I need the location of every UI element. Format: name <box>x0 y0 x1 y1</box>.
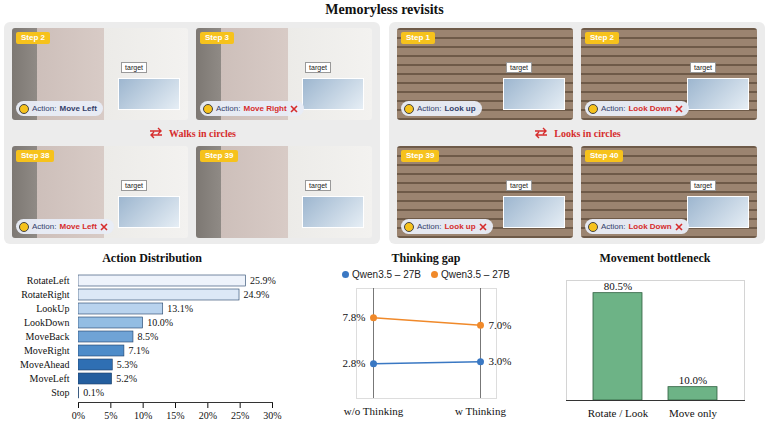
svg-text:7.0%: 7.0% <box>489 319 512 331</box>
html-text:Step 3: Step 3 <box>205 33 229 42</box>
svg-text:LookUp: LookUp <box>36 303 69 314</box>
svg-text:w/o Thinking: w/o Thinking <box>344 405 404 417</box>
svg-text:LookDown: LookDown <box>24 317 70 328</box>
html-text:Movement bottleneck: Movement bottleneck <box>599 251 711 265</box>
html-text:Step 40: Step 40 <box>590 151 619 160</box>
html-text:target: target <box>694 182 712 189</box>
svg-text:0%: 0% <box>72 410 85 421</box>
svg-text:RotateRight: RotateRight <box>21 289 70 300</box>
html-text:Qwen3.5 – 27B: Qwen3.5 – 27B <box>352 268 421 280</box>
svg-text:MoveRight: MoveRight <box>24 345 70 356</box>
svg-text:5.3%: 5.3% <box>117 359 138 370</box>
svg-text:RotateLeft: RotateLeft <box>27 275 70 286</box>
html-text:target: target <box>125 182 143 189</box>
svg-text:13.1%: 13.1% <box>167 303 193 314</box>
html-text:Step 39: Step 39 <box>205 151 234 160</box>
svg-text:30%: 30% <box>263 410 281 421</box>
html-text:Walks in circles: Walks in circles <box>169 127 236 139</box>
svg-text:MoveLeft: MoveLeft <box>30 373 70 384</box>
html-text:target: target <box>510 64 528 71</box>
html-text:Action: Move Left: Action: Move Left <box>32 222 97 231</box>
svg-text:Stop: Stop <box>51 387 69 398</box>
html-text:Looks in circles: Looks in circles <box>554 127 621 139</box>
svg-text:7.1%: 7.1% <box>128 345 149 356</box>
html-text:Action: Look Down: Action: Look Down <box>601 222 672 231</box>
svg-text:25.9%: 25.9% <box>250 275 276 286</box>
html-text:Step 39: Step 39 <box>406 151 435 160</box>
html-text:target: target <box>125 64 143 71</box>
html-text:target: target <box>309 182 327 189</box>
svg-text:w Thinking: w Thinking <box>455 405 506 417</box>
svg-text:MoveBack: MoveBack <box>26 331 70 342</box>
svg-text:2.8%: 2.8% <box>343 357 366 369</box>
svg-text:80.5%: 80.5% <box>604 280 632 292</box>
html-text:Memoryless revisits: Memoryless revisits <box>325 2 444 17</box>
html-text:Step 38: Step 38 <box>21 151 50 160</box>
svg-text:15%: 15% <box>166 410 184 421</box>
html-text:Step 2: Step 2 <box>590 33 614 42</box>
svg-text:Move only: Move only <box>669 407 717 419</box>
svg-text:25%: 25% <box>231 410 249 421</box>
svg-text:10%: 10% <box>134 410 152 421</box>
html-text:Action: Move Left: Action: Move Left <box>32 104 97 113</box>
svg-text:5.2%: 5.2% <box>116 373 137 384</box>
html-text:Action: Move Right: Action: Move Right <box>216 104 287 113</box>
html-text:target: target <box>510 182 528 189</box>
html-text:Thinking gap: Thinking gap <box>391 251 461 265</box>
svg-text:10.0%: 10.0% <box>147 317 173 328</box>
svg-text:MoveAhead: MoveAhead <box>20 359 69 370</box>
html-text:Action: Look up: Action: Look up <box>417 104 476 113</box>
html-text:Action Distribution: Action Distribution <box>102 251 202 265</box>
html-text:Action: Look Down: Action: Look Down <box>601 104 672 113</box>
svg-text:10.0%: 10.0% <box>679 374 707 386</box>
html-text:target: target <box>309 64 327 71</box>
html-text:Action: Look up: Action: Look up <box>417 222 476 231</box>
html-text:target: target <box>694 64 712 71</box>
html-text:Step 1: Step 1 <box>406 33 430 42</box>
svg-text:24.9%: 24.9% <box>244 289 270 300</box>
svg-text:8.5%: 8.5% <box>137 331 158 342</box>
svg-text:Rotate / Look: Rotate / Look <box>588 407 649 419</box>
svg-text:3.0%: 3.0% <box>489 355 512 367</box>
svg-text:0.1%: 0.1% <box>83 387 104 398</box>
html-text:Qwen3.5 – 27B: Qwen3.5 – 27B <box>441 268 510 280</box>
svg-text:20%: 20% <box>199 410 217 421</box>
svg-text:5%: 5% <box>104 410 117 421</box>
html-text:Step 2: Step 2 <box>21 33 45 42</box>
svg-text:7.8%: 7.8% <box>343 311 366 323</box>
